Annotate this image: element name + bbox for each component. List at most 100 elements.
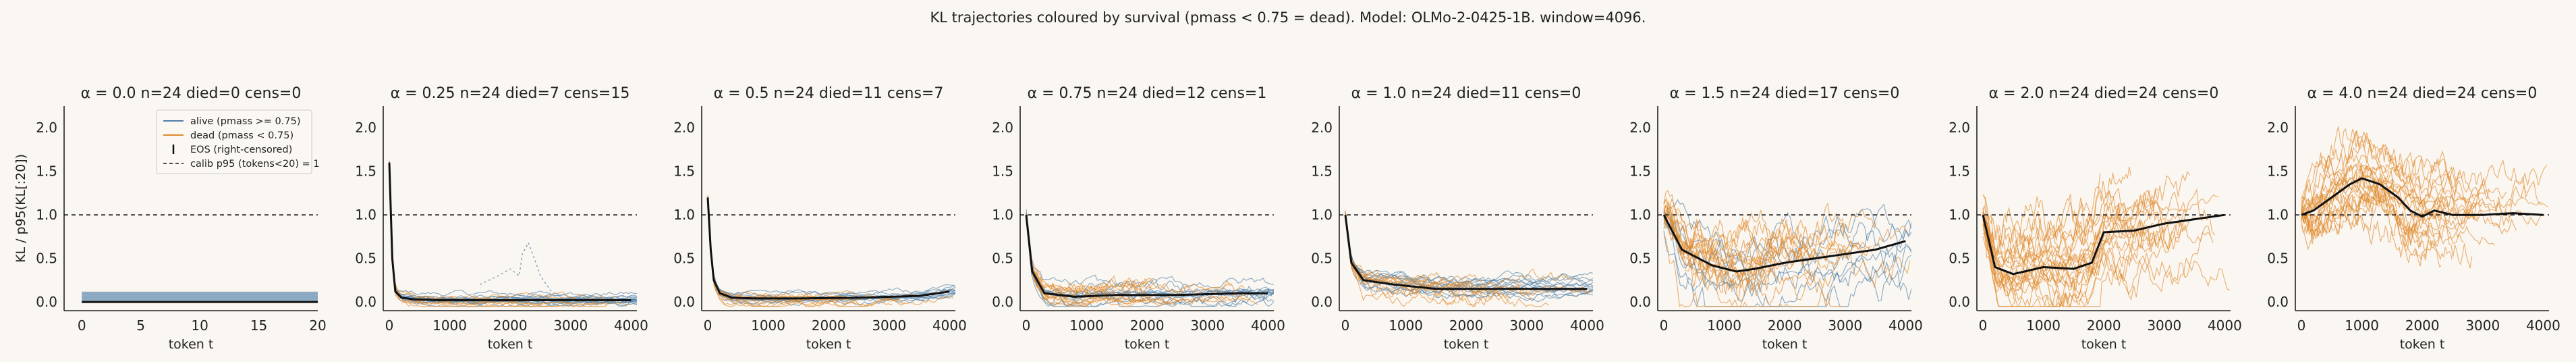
alive-trajectory: [707, 197, 955, 302]
dead-trajectory: [707, 197, 853, 300]
y-tick-label: 1.0: [992, 207, 1013, 223]
dead-trajectory: [1982, 213, 2131, 290]
x-tick-label: 15: [250, 317, 267, 334]
x-axis-label: token t: [806, 337, 851, 352]
y-tick-label: 0.0: [1311, 294, 1333, 310]
x-tick-label: 3000: [2147, 317, 2181, 334]
y-axis-label: KL / p95(KL[:20]): [13, 154, 28, 263]
dead-trajectory: [1982, 224, 2183, 307]
legend-entry-label: EOS (right-censored): [190, 145, 292, 155]
trajectories: [1344, 211, 1593, 307]
dead-trajectory: [2301, 161, 2548, 217]
dead-trajectory: [1663, 199, 1812, 281]
y-tick-label: 0.0: [2267, 294, 2289, 310]
dead-trajectory: [2301, 186, 2495, 246]
panel-title: α = 2.0 n=24 died=24 cens=0: [1989, 85, 2219, 102]
y-tick-label: 0.5: [673, 251, 695, 267]
panel-6: α = 2.0 n=24 died=24 cens=0 0 1000 2000 3000…: [1949, 85, 2242, 352]
y-tick-label: 0.0: [1629, 294, 1651, 310]
panel-4: α = 1.0 n=24 died=11 cens=0 0 1000 2000 3000…: [1311, 85, 1604, 352]
alive-trajectory: [389, 163, 637, 304]
dead-trajectory: [2301, 176, 2477, 230]
panel-title: α = 0.25 n=24 died=7 cens=15: [391, 85, 630, 102]
dead-trajectory: [1982, 207, 2185, 308]
alive-trajectory: [1663, 217, 1911, 307]
y-tick-label: 2.0: [673, 120, 695, 136]
y-tick-label: 0.0: [355, 294, 376, 310]
panel-title: α = 0.75 n=24 died=12 cens=1: [1028, 85, 1267, 102]
alive-trajectory: [389, 161, 637, 304]
panel-0: α = 0.0 n=24 died=0 cens=0 0 5 10 15 20 0.0 0.5…: [13, 85, 327, 352]
dead-trajectory: [389, 164, 607, 307]
dead-trajectory: [1345, 220, 1549, 307]
dead-trajectory: [1026, 215, 1152, 294]
x-tick-label: 0: [385, 317, 394, 334]
dead-trajectory: [2301, 194, 2441, 248]
dead-trajectory: [707, 197, 903, 301]
dead-trajectory: [2301, 176, 2517, 235]
dead-trajectory: [707, 198, 893, 307]
dead-trajectory: [1982, 166, 2131, 249]
alive-trajectory: [707, 197, 955, 305]
x-tick-label: 0: [78, 317, 86, 334]
y-tick-label: 0.5: [355, 251, 376, 267]
dead-trajectory: [707, 197, 858, 299]
alive-trajectory: [707, 197, 955, 302]
panel-title: α = 1.0 n=24 died=11 cens=0: [1351, 85, 1581, 102]
x-tick-label: 4000: [2526, 317, 2560, 334]
x-tick-label: 2000: [1449, 317, 1484, 334]
legend-entry-label: alive (pmass >= 0.75): [190, 116, 301, 127]
x-tick-label: 2000: [2405, 317, 2440, 334]
dead-trajectory: [1026, 213, 1146, 301]
y-tick-label: 1.5: [992, 163, 1013, 180]
dead-trajectory: [2301, 207, 2442, 268]
x-tick-label: 1000: [1707, 317, 1741, 334]
panel-7: α = 4.0 n=24 died=24 cens=0 0 1000 2000 3000…: [2267, 85, 2560, 352]
x-tick-label: 4000: [2208, 317, 2242, 334]
dead-trajectory: [1026, 215, 1178, 307]
y-tick-label: 1.5: [1629, 163, 1651, 180]
y-tick-label: 2.0: [992, 120, 1013, 136]
trajectories: [2301, 126, 2548, 269]
alive-trajectory: [707, 197, 955, 299]
alive-trajectory: [389, 161, 637, 305]
y-tick-label: 2.0: [36, 120, 57, 136]
alive-trajectory: [1345, 214, 1593, 295]
x-tick-label: 4000: [614, 317, 648, 334]
y-tick-label: 1.0: [2267, 207, 2289, 223]
x-tick-label: 1000: [432, 317, 467, 334]
panel-2: α = 0.5 n=24 died=11 cens=7 0 1000 2000 3000…: [673, 85, 967, 352]
legend-box: [156, 109, 312, 174]
y-tick-label: 1.5: [1311, 163, 1333, 180]
alive-trajectory: [707, 197, 955, 303]
panel-5: α = 1.5 n=24 died=17 cens=0 0 1000 2000 3000…: [1629, 85, 1923, 352]
dead-trajectory: [1982, 236, 2231, 307]
alive-trajectory: [707, 198, 955, 301]
y-tick-label: 1.0: [1629, 207, 1651, 223]
dead-trajectory: [2301, 130, 2490, 208]
dead-trajectory: [1026, 214, 1233, 294]
y-tick-label: 1.0: [1949, 207, 1970, 223]
dead-trajectory: [1663, 190, 1851, 263]
x-tick-label: 10: [191, 317, 208, 334]
alive-trajectory: [707, 197, 955, 304]
y-tick-label: 1.5: [1949, 163, 1970, 180]
figure-title: KL trajectories coloured by survival (pm…: [930, 9, 1646, 26]
panel-1: α = 0.25 n=24 died=7 cens=15 0 1000 2000 300…: [355, 85, 648, 352]
y-tick-label: 1.5: [36, 163, 57, 180]
alive-trajectory: [707, 195, 955, 301]
alive-trajectory: [1026, 215, 1274, 298]
x-tick-label: 1000: [2345, 317, 2379, 334]
alive-trajectory: [707, 198, 955, 301]
x-tick-label: 1000: [1389, 317, 1423, 334]
dead-trajectory: [389, 162, 609, 307]
dead-trajectory: [1982, 202, 2128, 263]
y-tick-label: 1.0: [36, 207, 57, 223]
legend-entry-label: dead (pmass < 0.75): [190, 130, 293, 141]
y-tick-label: 1.5: [355, 163, 376, 180]
y-tick-label: 2.0: [355, 120, 376, 136]
dead-trajectory: [389, 163, 616, 301]
dead-trajectory: [1663, 208, 1776, 301]
dead-trajectory: [1026, 216, 1154, 294]
dead-trajectory: [1982, 211, 2195, 294]
